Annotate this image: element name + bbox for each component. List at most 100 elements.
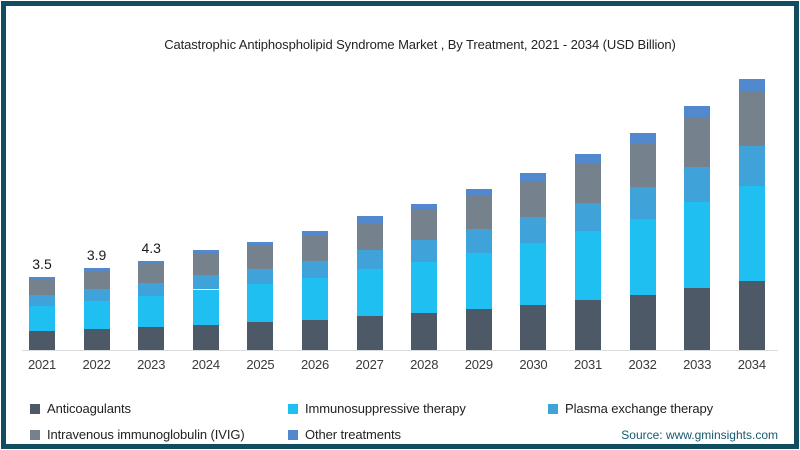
x-axis-label: 2034: [737, 357, 766, 372]
bar-segment: [465, 196, 492, 230]
legend-label-ivig: Intravenous immunoglobulin (IVIG): [47, 427, 245, 442]
legend-item-immunosuppressive-therapy: Immunosuppressive therapy: [288, 401, 466, 416]
bar-segment: [138, 260, 165, 265]
x-axis-label: 2029: [464, 357, 493, 372]
bar-segment: [247, 268, 274, 285]
bar-segment: [411, 210, 438, 241]
bar-segment: [520, 172, 547, 181]
bar-segment: [192, 249, 219, 255]
legend-item-ivig: Intravenous immunoglobulin (IVIG): [30, 427, 245, 442]
bar-segment: [29, 295, 55, 306]
bar-segment: [465, 189, 492, 197]
legend-label-immunosuppressive-therapy: Immunosuppressive therapy: [305, 401, 466, 416]
bar-segment: [192, 254, 219, 275]
legend-label-other-treatments: Other treatments: [305, 427, 401, 442]
bar-segment: [302, 230, 328, 237]
bar-segment: [29, 280, 55, 296]
bar-segment: [29, 276, 55, 281]
legend-label-anticoagulants: Anticoagulants: [47, 401, 131, 416]
bar-segment: [83, 288, 110, 301]
bar-segment: [411, 312, 438, 350]
bar-segment: [192, 289, 219, 325]
bar-segment: [302, 236, 328, 261]
bar-segment: [738, 90, 765, 147]
bar-segment: [411, 203, 438, 211]
bar-segment: [629, 218, 656, 295]
bar-segment: [738, 280, 765, 350]
bar-segment: [738, 185, 765, 281]
bar-segment: [138, 264, 165, 283]
source-attribution: Source: www.gminsights.com: [621, 428, 778, 442]
bar-segment: [520, 304, 547, 350]
x-axis-label: 2026: [300, 357, 330, 372]
bar-total-label: 3.5: [32, 255, 52, 272]
bar-segment: [629, 133, 656, 143]
bar-segment: [629, 142, 656, 188]
bar-segment: [411, 261, 438, 313]
x-axis-label: 2032: [628, 357, 657, 372]
bar-segment: [520, 242, 547, 305]
bar-segment: [356, 222, 383, 250]
legend-item-anticoagulants: Anticoagulants: [30, 401, 131, 416]
x-axis-label: 2027: [355, 357, 384, 372]
x-axis-label: 2025: [246, 357, 275, 372]
bar-total-label: 3.9: [86, 247, 107, 264]
x-axis-label: 2028: [410, 357, 439, 372]
bar-segment: [356, 249, 383, 270]
bar-segment: [138, 295, 165, 328]
bar-segment: [738, 146, 765, 186]
bar-segment: [29, 331, 55, 350]
x-axis-label: 2031: [573, 357, 603, 372]
bar-segment: [83, 329, 110, 350]
bar-segment: [192, 324, 219, 350]
chart-title: Catastrophic Antiphospholipid Syndrome M…: [164, 37, 676, 52]
bar-segment: [684, 287, 711, 350]
bar-segment: [575, 299, 601, 350]
bar-segment: [247, 246, 274, 269]
bar-segment: [575, 202, 601, 232]
bar-segment: [684, 202, 711, 288]
legend-swatch-other-treatments: [288, 429, 298, 440]
x-axis-label: 2021: [27, 357, 57, 372]
bar-segment: [629, 187, 656, 219]
bar-segment: [247, 322, 274, 350]
bar-segment: [520, 180, 547, 218]
legend-swatch-anticoagulants: [30, 403, 40, 414]
bar-segment: [302, 260, 328, 279]
bar-segment: [684, 116, 711, 167]
legend-item-other-treatments: Other treatments: [288, 427, 401, 442]
bar-segment: [192, 274, 219, 290]
x-axis-label: 2022: [82, 357, 111, 372]
legend-swatch-immunosuppressive-therapy: [288, 403, 298, 414]
bar-segment: [138, 282, 165, 296]
bar-segment: [465, 252, 492, 310]
bar-segment: [138, 327, 165, 350]
bar-segment: [465, 229, 492, 253]
bar-segment: [29, 305, 55, 332]
bar-total-label: 4.3: [141, 239, 161, 256]
bar-segment: [356, 269, 383, 316]
bar-segment: [465, 309, 492, 350]
bar-segment: [247, 284, 274, 323]
bar-segment: [629, 294, 656, 350]
legend-swatch-plasma-exchange-therapy: [548, 403, 558, 414]
x-axis-label: 2023: [137, 357, 166, 372]
legend-swatch-ivig: [30, 429, 40, 440]
bar-segment: [356, 315, 383, 350]
bar-segment: [684, 105, 711, 117]
bar-segment: [83, 268, 110, 273]
bar-segment: [83, 300, 110, 330]
bar-segment: [247, 241, 274, 247]
bar-segment: [575, 153, 601, 163]
legend-item-plasma-exchange-therapy: Plasma exchange therapy: [548, 401, 713, 416]
bar-segment: [575, 231, 601, 300]
bar-segment: [684, 166, 711, 203]
bar-segment: [575, 162, 601, 203]
legend-label-plasma-exchange-therapy: Plasma exchange therapy: [565, 401, 714, 416]
x-axis-label: 2030: [519, 357, 548, 372]
bar-segment: [411, 240, 438, 262]
bar-segment: [302, 319, 328, 350]
bar-segment: [738, 78, 765, 91]
bar-segment: [520, 217, 547, 243]
